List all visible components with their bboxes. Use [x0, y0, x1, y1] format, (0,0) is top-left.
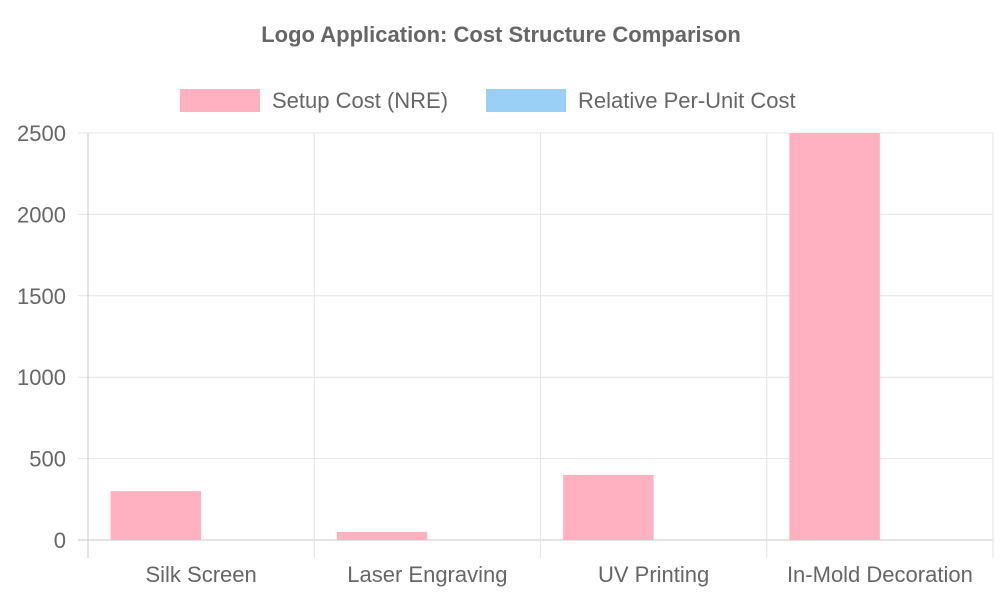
gridlines: [78, 132, 994, 558]
legend-label: Relative Per-Unit Cost: [578, 88, 796, 113]
x-axis: Silk Screen Laser Engraving UV Printing In-…: [145, 562, 972, 587]
y-tick-label: 2500: [17, 121, 66, 146]
y-tick-label: 1500: [17, 284, 66, 309]
legend-swatch: [180, 89, 260, 112]
legend-label: Setup Cost (NRE): [272, 88, 448, 113]
y-tick-label: 1000: [17, 365, 66, 390]
y-tick-label: 2000: [17, 202, 66, 227]
legend-item: Setup Cost (NRE): [180, 88, 448, 113]
y-axis: 0 500 1000 1500 2000 2500: [17, 121, 66, 553]
legend-item: Relative Per-Unit Cost: [486, 88, 796, 113]
x-tick-label: Laser Engraving: [347, 562, 507, 587]
bar: [789, 133, 880, 540]
x-tick-label: UV Printing: [598, 562, 709, 587]
bars: [110, 133, 880, 540]
bar: [336, 531, 428, 540]
x-tick-label: Silk Screen: [145, 562, 256, 587]
y-tick-label: 0: [54, 528, 66, 553]
bar: [110, 491, 202, 540]
legend-swatch: [486, 89, 566, 112]
x-tick-label: In-Mold Decoration: [787, 562, 973, 587]
chart-title: Logo Application: Cost Structure Compari…: [261, 22, 741, 47]
legend: Setup Cost (NRE) Relative Per-Unit Cost: [180, 88, 796, 113]
bar: [563, 474, 654, 540]
y-tick-label: 500: [29, 447, 66, 472]
